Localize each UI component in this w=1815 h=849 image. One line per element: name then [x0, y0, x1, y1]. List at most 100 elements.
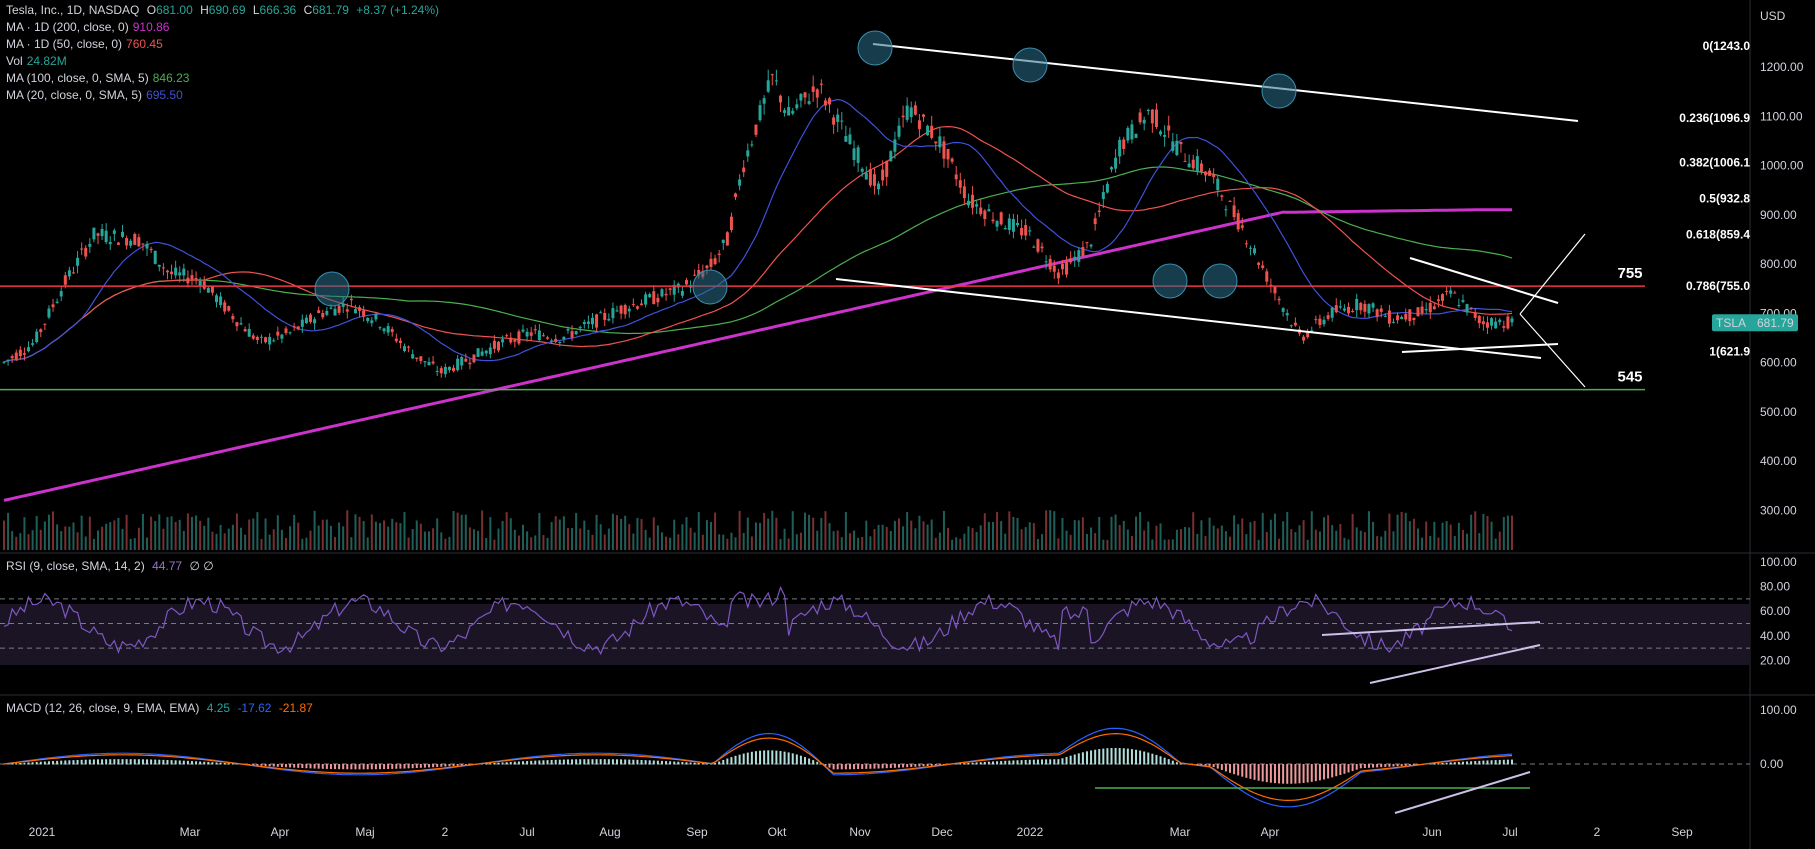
- volume-bar: [1004, 533, 1007, 550]
- volume-bar: [566, 528, 569, 550]
- time-tick-label: 2021: [29, 825, 56, 839]
- volume-bar: [317, 525, 320, 550]
- candle-body: [145, 243, 149, 249]
- macd-histogram-bar: [1335, 764, 1338, 777]
- volume-bar: [1339, 524, 1342, 550]
- macd-histogram-bar: [1343, 764, 1346, 774]
- volume-bar: [297, 522, 300, 550]
- candle-body: [1445, 290, 1449, 292]
- macd-histogram-bar: [669, 761, 672, 765]
- volume-bar: [272, 529, 275, 550]
- macd-histogram-bar: [43, 761, 46, 765]
- volume-bar: [799, 532, 802, 550]
- macd-histogram-bar: [1376, 764, 1379, 768]
- macd-histogram-bar: [1298, 764, 1301, 784]
- candle-body: [566, 329, 570, 331]
- candle-body: [419, 356, 423, 362]
- macd-histogram-bar: [1445, 762, 1448, 765]
- volume-bar: [1224, 531, 1227, 550]
- macd-histogram-bar: [979, 762, 982, 765]
- volume-bar: [334, 536, 337, 550]
- macd-histogram-bar: [52, 761, 55, 765]
- volume-bar: [170, 516, 173, 550]
- candle-body: [284, 328, 288, 334]
- candle-body: [778, 95, 782, 103]
- candle-body: [464, 358, 468, 362]
- indicator-legend-row: MA (100, close, 0, SMA, 5) 846.23: [6, 70, 193, 87]
- macd-histogram-bar: [681, 761, 684, 765]
- volume-bar: [1466, 533, 1469, 550]
- macd-histogram-bar: [959, 763, 962, 765]
- candle-body: [913, 105, 917, 115]
- volume-bar: [869, 536, 872, 550]
- volume-bar: [1171, 539, 1174, 550]
- volume-bar: [1490, 521, 1493, 550]
- volume-bar: [101, 526, 104, 550]
- macd-histogram-bar: [546, 760, 549, 765]
- volume-bar: [665, 536, 668, 550]
- candle-body: [1016, 222, 1020, 226]
- volume-bar: [652, 517, 655, 550]
- macd-histogram-bar: [231, 763, 234, 765]
- volume-bar: [1126, 529, 1129, 550]
- macd-histogram-bar: [603, 759, 606, 765]
- fib-level-label: 0.5(932.8: [1699, 192, 1750, 206]
- volume-bar: [959, 538, 962, 550]
- candle-body: [1257, 262, 1261, 265]
- macd-histogram-bar: [342, 764, 345, 770]
- macd-histogram-bar: [652, 760, 655, 765]
- macd-histogram-bar: [15, 763, 18, 765]
- candle-body: [108, 241, 112, 245]
- volume-bar: [211, 531, 214, 550]
- time-tick-label: Jul: [1502, 825, 1517, 839]
- candle-body: [881, 169, 885, 181]
- candlestick-series: [2, 69, 1514, 378]
- macd-histogram-bar: [1077, 753, 1080, 765]
- volume-bar: [951, 539, 954, 550]
- volume-bar: [509, 518, 512, 550]
- macd-histogram-bar: [7, 763, 10, 765]
- fib-level-label: 0.236(1096.9: [1679, 111, 1750, 125]
- volume-bar: [354, 514, 357, 550]
- volume-bar: [456, 512, 459, 550]
- candle-body: [680, 290, 684, 296]
- macd-histogram-bar: [1224, 764, 1227, 772]
- volume-bar: [620, 518, 623, 550]
- volume-bar: [534, 535, 537, 550]
- candle-body: [349, 298, 353, 301]
- volume-bar: [190, 516, 193, 550]
- macd-histogram-bar: [96, 759, 99, 765]
- candle-body: [619, 305, 623, 314]
- macd-histogram-bar: [113, 759, 116, 765]
- macd-histogram-bar: [1204, 764, 1207, 766]
- macd-histogram-bar: [256, 764, 259, 766]
- macd-histogram-bar: [1511, 759, 1513, 765]
- candle-body: [456, 358, 460, 371]
- indicator-value: 695.50: [146, 88, 183, 102]
- volume-bar: [383, 520, 386, 550]
- macd-histogram-bar: [174, 760, 177, 765]
- candle-body: [1342, 308, 1346, 311]
- candle-body: [378, 327, 382, 329]
- volume-bar: [7, 512, 10, 550]
- candle-body: [386, 325, 390, 333]
- macd-histogram-bar: [836, 764, 839, 770]
- macd-histogram-bar: [746, 752, 749, 765]
- volume-bar: [96, 530, 99, 550]
- candle-body: [582, 321, 586, 325]
- volume-bar: [1077, 520, 1080, 550]
- macd-histogram-bar: [358, 764, 361, 770]
- macd-histogram-bar: [403, 764, 406, 769]
- macd-histogram-bar: [902, 764, 905, 768]
- indicator-legend-row: Vol 24.82M: [6, 53, 193, 70]
- macd-histogram-bar: [1294, 764, 1297, 784]
- candle-body: [1277, 298, 1281, 301]
- macd-histogram-bar: [632, 759, 635, 765]
- macd-histogram-bar: [820, 763, 823, 765]
- macd-histogram-bar: [146, 759, 149, 765]
- candle-body: [836, 114, 840, 122]
- volume-bar: [1384, 530, 1387, 550]
- macd-histogram-bar: [1310, 764, 1313, 782]
- volume-bar: [477, 530, 480, 550]
